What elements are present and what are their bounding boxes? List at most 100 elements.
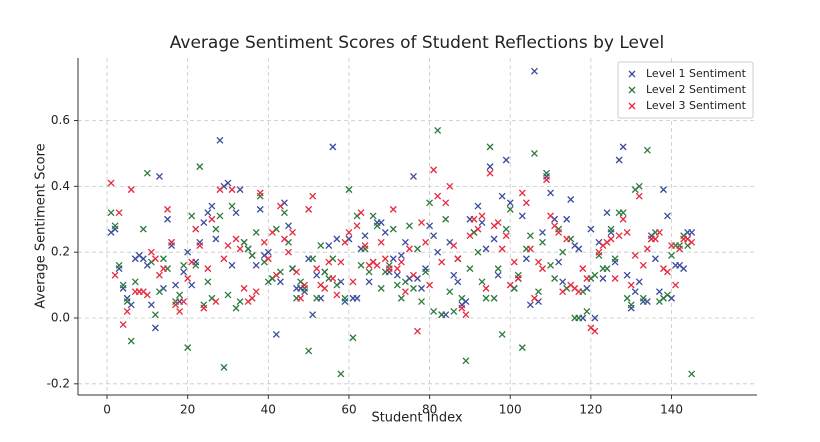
x-tick-label: 40 — [261, 403, 276, 417]
point — [547, 189, 555, 197]
point — [216, 186, 224, 194]
point — [180, 298, 188, 305]
point — [180, 261, 188, 269]
point — [373, 261, 381, 269]
point — [224, 179, 232, 187]
point — [659, 186, 667, 194]
point — [256, 189, 264, 197]
point — [357, 209, 365, 217]
point — [474, 225, 482, 233]
point — [535, 258, 542, 266]
point — [176, 307, 184, 315]
point — [240, 284, 248, 292]
point — [494, 265, 502, 273]
point — [252, 228, 260, 236]
point — [333, 281, 341, 289]
point — [389, 255, 397, 263]
point — [333, 291, 341, 299]
point — [422, 238, 430, 246]
point — [143, 169, 151, 177]
point — [196, 163, 204, 171]
point — [490, 235, 498, 243]
point — [401, 288, 409, 296]
point — [252, 288, 260, 296]
point — [349, 334, 357, 342]
point — [619, 143, 627, 151]
point — [232, 209, 240, 217]
point — [377, 238, 385, 246]
point — [369, 212, 377, 220]
point — [111, 222, 119, 230]
point — [285, 248, 292, 256]
point — [123, 307, 131, 315]
point — [478, 278, 486, 286]
point — [651, 235, 659, 243]
point — [405, 245, 413, 253]
point — [450, 271, 458, 279]
point — [297, 294, 305, 302]
point — [498, 192, 506, 200]
point — [615, 156, 623, 164]
point — [583, 307, 591, 315]
point — [232, 304, 240, 312]
point — [264, 248, 272, 256]
point — [349, 278, 357, 286]
point — [446, 182, 454, 190]
point — [280, 209, 288, 217]
point — [301, 281, 309, 289]
point — [498, 245, 506, 253]
point — [180, 268, 188, 276]
point — [240, 238, 248, 246]
point — [591, 314, 599, 322]
point — [506, 205, 514, 213]
point — [204, 265, 212, 273]
point — [373, 222, 381, 230]
point — [139, 255, 147, 263]
point — [200, 304, 208, 312]
point — [365, 268, 373, 276]
x-tick-label: 0 — [103, 403, 111, 417]
point — [220, 363, 228, 371]
point — [635, 192, 643, 200]
point — [107, 179, 115, 187]
point — [119, 321, 127, 329]
point — [482, 294, 490, 302]
point — [333, 235, 341, 243]
point — [442, 215, 450, 223]
point — [470, 215, 478, 223]
point — [329, 143, 337, 151]
y-tick-label: 0.2 — [51, 245, 70, 259]
point — [631, 288, 639, 296]
point — [337, 258, 345, 266]
point — [309, 192, 317, 200]
point — [115, 261, 123, 269]
point — [422, 268, 430, 276]
point — [305, 347, 313, 355]
point — [619, 215, 627, 223]
point — [393, 265, 401, 273]
point — [530, 149, 538, 157]
point — [224, 291, 232, 299]
point — [664, 212, 671, 220]
point — [147, 301, 155, 309]
point — [321, 284, 329, 292]
point — [567, 196, 575, 203]
point — [410, 173, 417, 180]
point — [272, 330, 280, 338]
point — [414, 245, 421, 253]
point — [551, 222, 559, 230]
point — [502, 225, 510, 233]
point — [502, 232, 510, 240]
point — [381, 228, 389, 236]
point — [155, 271, 163, 279]
point — [184, 344, 192, 352]
point — [397, 252, 405, 259]
point — [575, 245, 583, 253]
point — [224, 242, 232, 250]
point — [664, 268, 671, 276]
point — [474, 202, 482, 210]
point — [276, 278, 284, 286]
point — [454, 278, 462, 286]
point — [389, 225, 397, 233]
